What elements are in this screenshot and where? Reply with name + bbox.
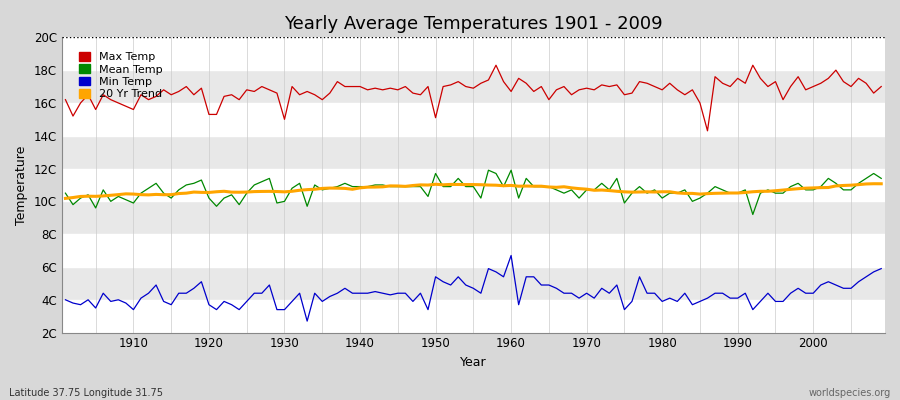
Y-axis label: Temperature: Temperature — [15, 145, 28, 225]
Bar — [62, 234, 885, 267]
Bar — [62, 168, 885, 201]
Text: worldspecies.org: worldspecies.org — [809, 388, 891, 398]
Bar — [62, 300, 885, 332]
Title: Yearly Average Temperatures 1901 - 2009: Yearly Average Temperatures 1901 - 2009 — [284, 15, 662, 33]
Legend: Max Temp, Mean Temp, Min Temp, 20 Yr Trend: Max Temp, Mean Temp, Min Temp, 20 Yr Tre… — [76, 49, 166, 102]
Text: Latitude 37.75 Longitude 31.75: Latitude 37.75 Longitude 31.75 — [9, 388, 163, 398]
X-axis label: Year: Year — [460, 356, 487, 369]
Bar — [62, 37, 885, 70]
Bar — [62, 103, 885, 136]
